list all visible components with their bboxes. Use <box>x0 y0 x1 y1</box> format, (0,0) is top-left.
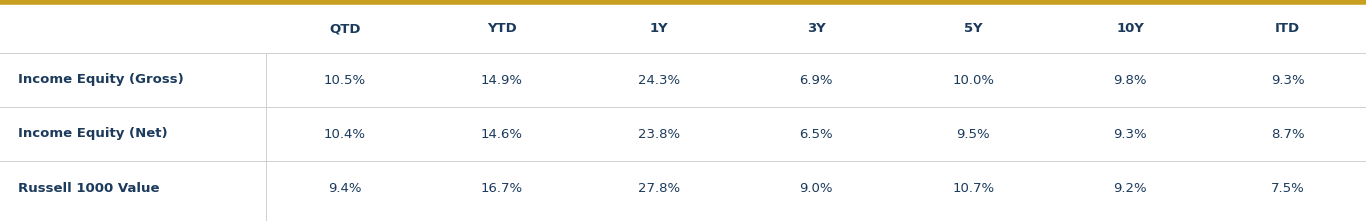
Text: Income Equity (Gross): Income Equity (Gross) <box>18 74 184 86</box>
Text: 10Y: 10Y <box>1116 23 1145 36</box>
Text: 6.5%: 6.5% <box>799 128 833 141</box>
Text: ITD: ITD <box>1274 23 1300 36</box>
Text: 24.3%: 24.3% <box>638 74 680 86</box>
Text: 10.5%: 10.5% <box>324 74 366 86</box>
Text: 10.0%: 10.0% <box>952 74 994 86</box>
Text: 9.2%: 9.2% <box>1113 181 1147 194</box>
Text: 9.0%: 9.0% <box>799 181 833 194</box>
Text: YTD: YTD <box>488 23 516 36</box>
Text: 10.7%: 10.7% <box>952 181 994 194</box>
Text: 5Y: 5Y <box>964 23 982 36</box>
Text: 7.5%: 7.5% <box>1270 181 1305 194</box>
Text: 3Y: 3Y <box>807 23 825 36</box>
Text: Russell 1000 Value: Russell 1000 Value <box>18 181 160 194</box>
Text: QTD: QTD <box>329 23 361 36</box>
Text: 9.3%: 9.3% <box>1113 128 1147 141</box>
Text: 6.9%: 6.9% <box>799 74 833 86</box>
Text: 8.7%: 8.7% <box>1270 128 1305 141</box>
Text: 14.9%: 14.9% <box>481 74 523 86</box>
Text: 1Y: 1Y <box>650 23 668 36</box>
Text: 9.4%: 9.4% <box>328 181 362 194</box>
Text: 23.8%: 23.8% <box>638 128 680 141</box>
Text: 9.8%: 9.8% <box>1113 74 1147 86</box>
Text: Income Equity (Net): Income Equity (Net) <box>18 128 168 141</box>
Text: 9.5%: 9.5% <box>956 128 990 141</box>
Text: 16.7%: 16.7% <box>481 181 523 194</box>
Text: 10.4%: 10.4% <box>324 128 366 141</box>
Text: 27.8%: 27.8% <box>638 181 680 194</box>
Text: 14.6%: 14.6% <box>481 128 523 141</box>
Text: 9.3%: 9.3% <box>1270 74 1305 86</box>
